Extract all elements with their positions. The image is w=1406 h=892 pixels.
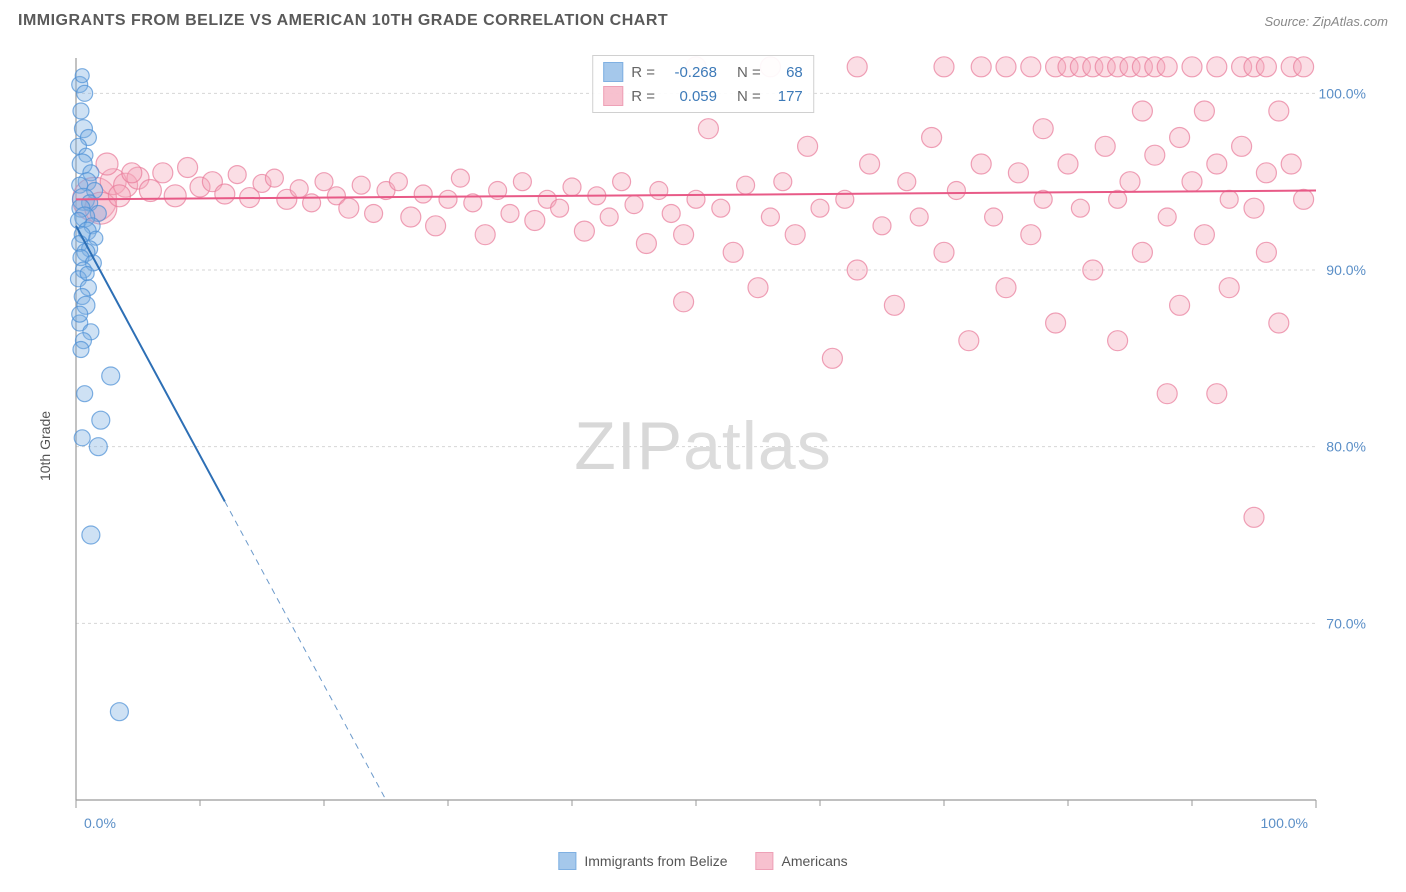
swatch-pink: [756, 852, 774, 870]
legend-item-blue: Immigrants from Belize: [558, 852, 727, 870]
stat-r-pink: 0.059: [663, 88, 717, 105]
stat-r-label: R =: [631, 64, 655, 81]
stat-n-blue: 68: [769, 64, 803, 81]
legend-bottom: Immigrants from Belize Americans: [558, 852, 847, 870]
source-label: Source: ZipAtlas.com: [1264, 14, 1388, 29]
svg-text:80.0%: 80.0%: [1326, 439, 1366, 455]
scatter-chart: 70.0% 80.0% 90.0% 100.0% 0.0% 100.0%: [58, 48, 1368, 838]
stat-r-label: R =: [631, 88, 655, 105]
stat-n-label: N =: [737, 88, 761, 105]
chart-title: IMMIGRANTS FROM BELIZE VS AMERICAN 10TH …: [18, 12, 668, 30]
y-axis-label: 10th Grade: [37, 411, 53, 481]
svg-text:0.0%: 0.0%: [84, 815, 116, 831]
stat-n-pink: 177: [769, 88, 803, 105]
legend-item-pink: Americans: [756, 852, 848, 870]
swatch-pink: [603, 86, 623, 106]
legend-label-blue: Immigrants from Belize: [584, 853, 727, 869]
svg-text:100.0%: 100.0%: [1319, 85, 1366, 101]
swatch-blue: [603, 62, 623, 82]
stats-legend-box: R = -0.268 N = 68 R = 0.059 N = 177: [592, 55, 814, 113]
legend-label-pink: Americans: [782, 853, 848, 869]
stats-row-blue: R = -0.268 N = 68: [603, 60, 803, 84]
chart-container: 70.0% 80.0% 90.0% 100.0% 0.0% 100.0%: [58, 48, 1368, 838]
stats-row-pink: R = 0.059 N = 177: [603, 84, 803, 108]
stat-n-label: N =: [737, 64, 761, 81]
svg-text:70.0%: 70.0%: [1326, 615, 1366, 631]
swatch-blue: [558, 852, 576, 870]
svg-text:90.0%: 90.0%: [1326, 262, 1366, 278]
svg-text:100.0%: 100.0%: [1261, 815, 1308, 831]
stat-r-blue: -0.268: [663, 64, 717, 81]
